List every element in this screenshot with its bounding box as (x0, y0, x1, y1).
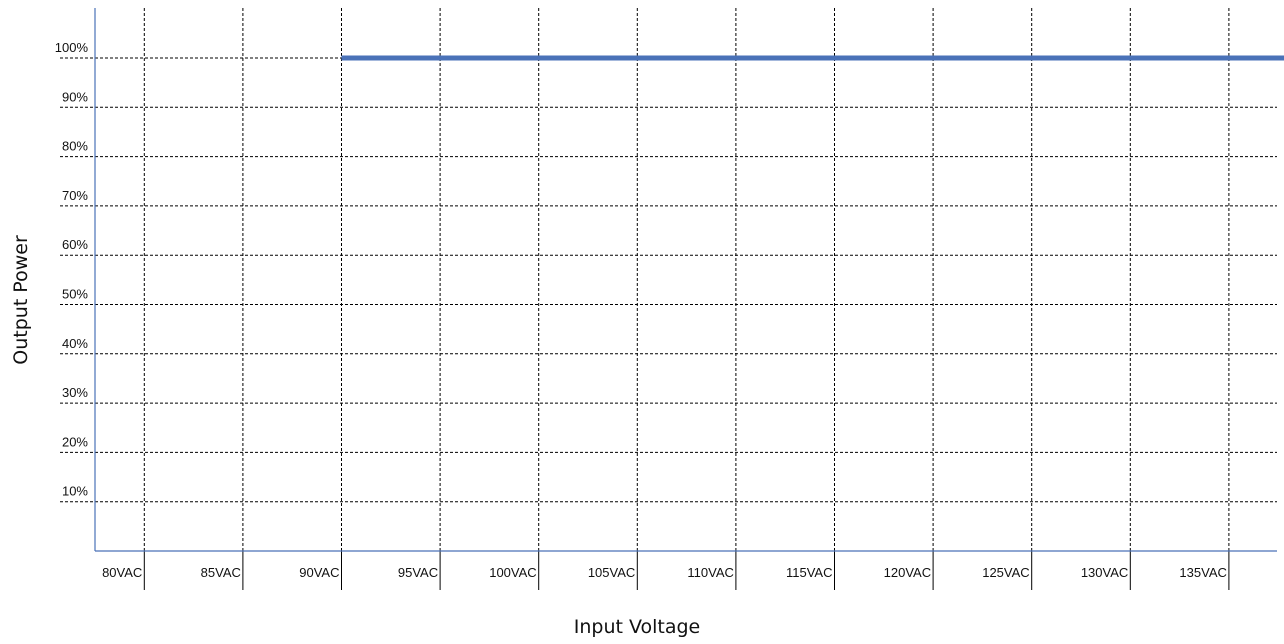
y-tick-label: 30% (62, 385, 88, 400)
x-tick-label: 125VAC (982, 565, 1029, 580)
y-tick-label: 40% (62, 336, 88, 351)
y-axis-title: Output Power (10, 235, 32, 365)
x-tick-label: 85VAC (201, 565, 241, 580)
y-tick-label: 70% (62, 188, 88, 203)
y-tick-label: 50% (62, 287, 88, 302)
x-tick-label: 120VAC (884, 565, 931, 580)
x-tick-labels: 80VAC 85VAC 90VAC 95VAC 100VAC 105VAC 110VAC 11… (102, 565, 1227, 580)
y-tick-labels: 10% 20% 30% 40% 50% 60% 70% 80% 90% 100% (55, 40, 89, 499)
x-tick-label: 115VAC (786, 565, 833, 580)
x-tick-label: 110VAC (687, 565, 734, 580)
x-axis-title: Input Voltage (574, 616, 701, 638)
y-tick-label: 90% (62, 89, 88, 104)
x-tick-label: 90VAC (299, 565, 339, 580)
x-tick-label: 130VAC (1081, 565, 1128, 580)
x-tick-label: 100VAC (489, 565, 536, 580)
y-tick-label: 60% (62, 237, 88, 252)
y-tick-label: 20% (62, 434, 88, 449)
y-tick-label: 100% (55, 40, 89, 55)
x-tick-label: 80VAC (102, 565, 142, 580)
y-tick-label: 10% (62, 484, 88, 499)
y-tick-label: 80% (62, 139, 88, 154)
grid (60, 8, 1277, 551)
x-tick-label: 135VAC (1179, 565, 1226, 580)
x-tick-label: 95VAC (398, 565, 438, 580)
x-tick-label: 105VAC (588, 565, 635, 580)
axes (94, 8, 1277, 590)
